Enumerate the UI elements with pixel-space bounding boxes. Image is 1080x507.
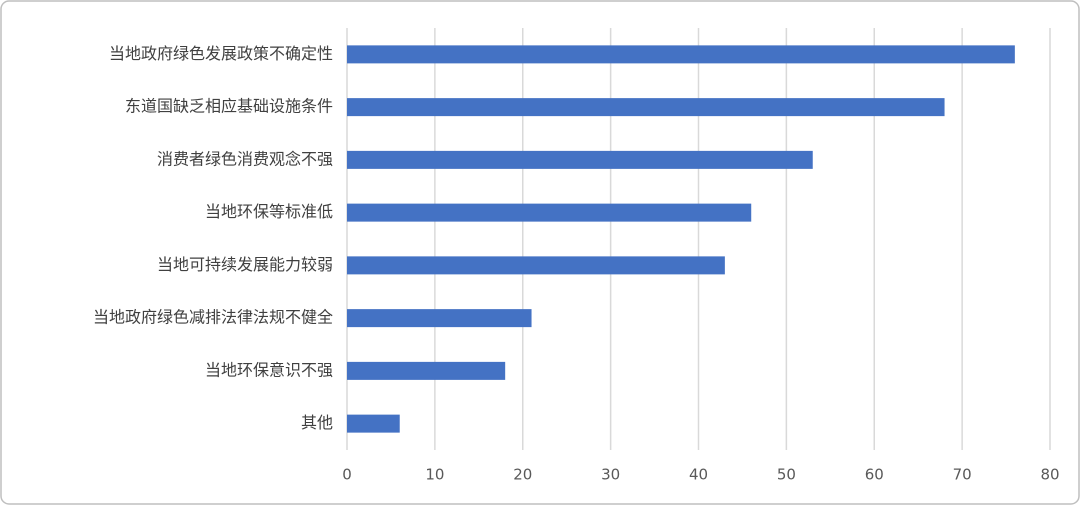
x-tick-label: 60 [865,466,884,484]
bar [347,361,506,380]
y-tick-label: 当地环保等标准低 [205,202,333,221]
x-tick-label: 50 [777,466,796,484]
x-tick-label: 0 [342,466,352,484]
x-tick-label: 20 [513,466,532,484]
x-tick-label: 70 [953,466,972,484]
bar [347,203,752,222]
x-tick-label: 10 [425,466,444,484]
y-tick-label: 其他 [301,413,333,432]
bar [347,414,400,433]
bar [347,256,725,275]
x-tick-label: 80 [1040,466,1059,484]
y-tick-label: 当地环保意识不强 [205,360,333,379]
x-tick-label: 30 [601,466,620,484]
y-tick-label: 当地政府绿色减排法律法规不健全 [93,308,333,327]
y-tick-label: 消费者绿色消费观念不强 [157,149,333,168]
bar [347,150,813,169]
x-tick-label: 40 [689,466,708,484]
bar [347,98,945,117]
y-tick-label: 当地政府绿色发展政策不确定性 [109,44,333,63]
y-tick-label: 东道国缺乏相应基础设施条件 [125,97,333,116]
y-tick-label: 当地可持续发展能力较弱 [157,255,333,274]
bar [347,45,1015,64]
bar [347,309,532,328]
